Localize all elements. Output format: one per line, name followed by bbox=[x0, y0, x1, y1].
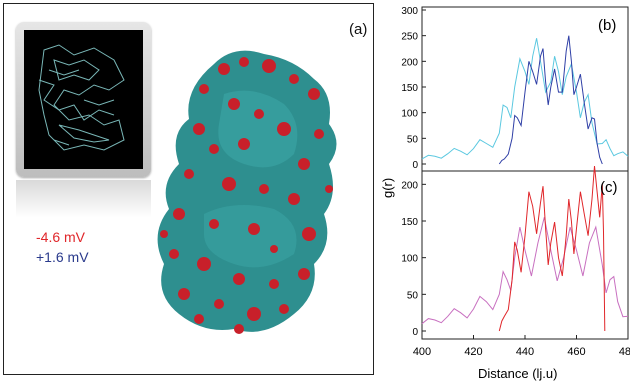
y-tick-label: 100 bbox=[401, 254, 418, 265]
y-tick-label: 0 bbox=[412, 160, 418, 171]
inset-reflection bbox=[16, 180, 151, 218]
y-axis-label: g(r) bbox=[380, 178, 395, 198]
plot-b-series-dark-blue bbox=[498, 35, 603, 165]
protein-inset-frame bbox=[16, 22, 151, 177]
y-tick-label: 200 bbox=[401, 57, 418, 68]
y-tick-label: 50 bbox=[407, 134, 419, 145]
x-tick-label: 420 bbox=[464, 346, 482, 358]
y-tick-label: 300 bbox=[401, 6, 418, 17]
x-axis-label: Distance (lj.u) bbox=[478, 366, 557, 381]
y-tick-label: 200 bbox=[401, 180, 418, 191]
panel-a: -4.6 mV +1.6 mV (a) bbox=[3, 3, 374, 375]
panel-a-label: (a) bbox=[349, 21, 368, 38]
wireframe-svg bbox=[38, 44, 125, 151]
x-tick-label: 480 bbox=[619, 346, 630, 358]
y-tick-label: 100 bbox=[401, 109, 418, 120]
negative-patches bbox=[160, 57, 333, 334]
y-tick-label: 150 bbox=[401, 83, 418, 94]
negative-potential-label: -4.6 mV bbox=[36, 229, 86, 245]
plot-c-series-red bbox=[498, 165, 606, 332]
x-tick-label: 400 bbox=[413, 346, 431, 358]
plot-c: 0 50 100 150 200 400 420 440 460 480 (c) bbox=[401, 165, 630, 358]
y-tick-label: 250 bbox=[401, 32, 418, 43]
positive-potential-label: +1.6 mV bbox=[36, 249, 89, 265]
plot-c-series-pink bbox=[421, 217, 629, 325]
x-tick-label: 460 bbox=[567, 346, 585, 358]
protein-surface-render bbox=[157, 50, 337, 334]
y-tick-label: 150 bbox=[401, 217, 418, 228]
protein-wireframe-image bbox=[24, 30, 143, 169]
y-tick-label: 0 bbox=[412, 327, 418, 338]
y-tick-label: 50 bbox=[407, 290, 419, 301]
panel-c-label: (c) bbox=[600, 179, 618, 196]
plot-b: 0 50 100 150 200 250 300 (b) bbox=[401, 6, 629, 172]
panel-b-label: (b) bbox=[598, 17, 616, 34]
x-tick-label: 440 bbox=[516, 346, 534, 358]
